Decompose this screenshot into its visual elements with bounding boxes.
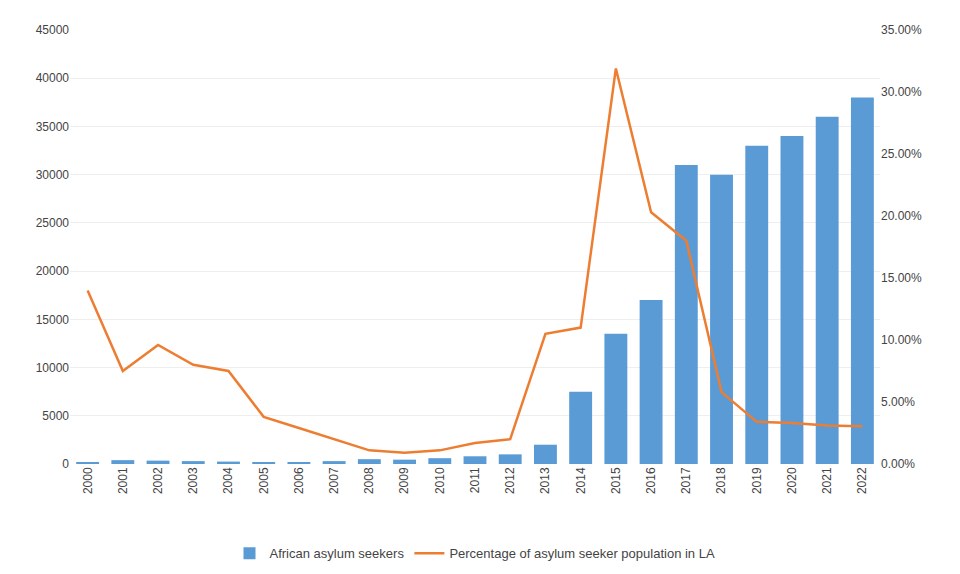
svg-text:25.00%: 25.00% <box>881 147 922 161</box>
svg-text:35000: 35000 <box>36 120 70 134</box>
svg-text:2020: 2020 <box>785 467 799 494</box>
svg-text:40000: 40000 <box>36 71 70 85</box>
svg-text:2011: 2011 <box>468 467 482 493</box>
svg-text:2021: 2021 <box>820 467 834 494</box>
svg-text:10.00%: 10.00% <box>881 333 922 347</box>
svg-text:2017: 2017 <box>679 467 693 494</box>
svg-text:2002: 2002 <box>151 467 165 494</box>
svg-text:2016: 2016 <box>644 467 658 494</box>
svg-text:45000: 45000 <box>36 23 70 37</box>
svg-text:2019: 2019 <box>750 467 764 494</box>
svg-text:15.00%: 15.00% <box>881 271 922 285</box>
svg-text:Percentage of asylum seeker po: Percentage of asylum seeker population i… <box>449 546 715 561</box>
svg-text:0: 0 <box>62 457 69 471</box>
svg-text:20.00%: 20.00% <box>881 209 922 223</box>
svg-text:African asylum seekers: African asylum seekers <box>270 546 405 561</box>
svg-text:30000: 30000 <box>36 168 70 182</box>
svg-text:2007: 2007 <box>327 467 341 494</box>
svg-text:2004: 2004 <box>221 467 235 494</box>
svg-text:2013: 2013 <box>538 467 552 494</box>
svg-text:2005: 2005 <box>257 467 271 494</box>
svg-text:2010: 2010 <box>433 467 447 494</box>
svg-text:2001: 2001 <box>116 467 130 494</box>
svg-text:30.00%: 30.00% <box>881 85 922 99</box>
svg-text:5.00%: 5.00% <box>881 395 915 409</box>
svg-text:2012: 2012 <box>503 467 517 494</box>
svg-text:2014: 2014 <box>574 467 588 494</box>
svg-text:15000: 15000 <box>36 313 70 327</box>
svg-text:0.00%: 0.00% <box>881 457 915 471</box>
svg-text:25000: 25000 <box>36 216 70 230</box>
svg-text:2015: 2015 <box>609 467 623 494</box>
svg-text:20000: 20000 <box>36 264 70 278</box>
svg-text:5000: 5000 <box>42 409 69 423</box>
svg-text:2003: 2003 <box>186 467 200 494</box>
svg-text:10000: 10000 <box>36 361 70 375</box>
svg-text:2008: 2008 <box>362 467 376 494</box>
svg-text:2000: 2000 <box>81 467 95 494</box>
svg-text:35.00%: 35.00% <box>881 23 922 37</box>
svg-text:2006: 2006 <box>292 467 306 494</box>
svg-text:2022: 2022 <box>855 467 869 494</box>
svg-text:2009: 2009 <box>397 467 411 494</box>
svg-text:2018: 2018 <box>714 467 728 494</box>
